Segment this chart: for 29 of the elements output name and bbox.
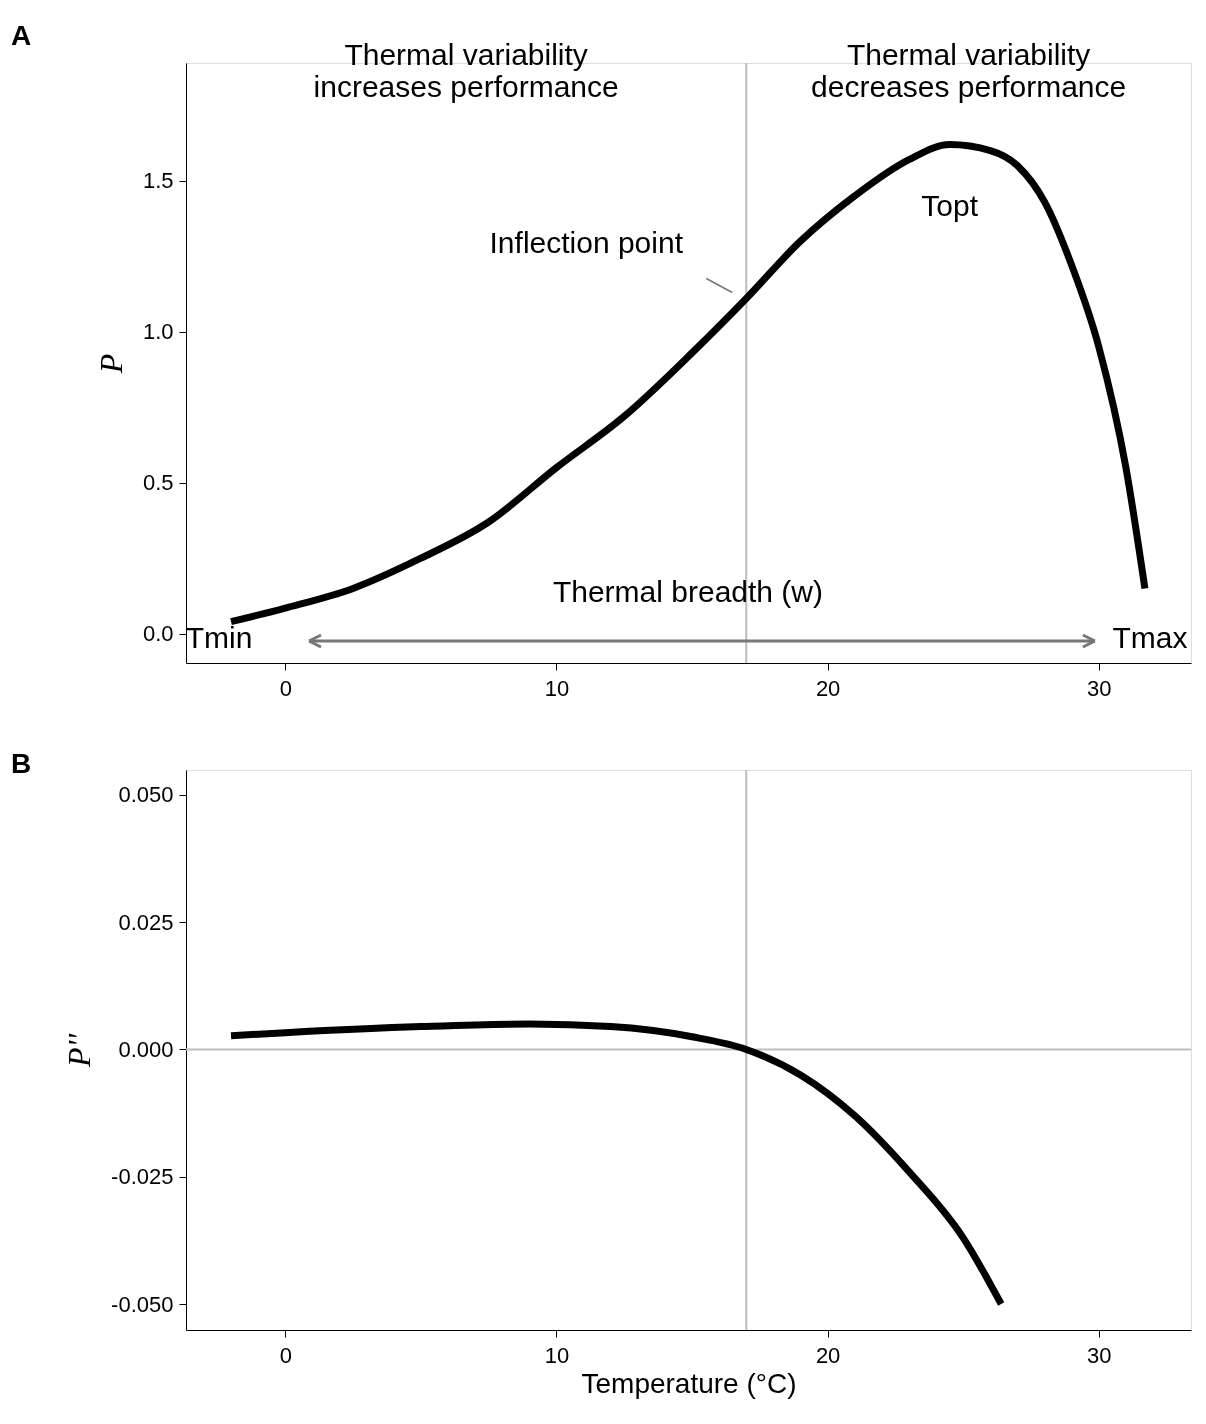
annotation: Thermal variability increases performance [313, 38, 619, 103]
x-tick-label: 30 [1087, 1342, 1112, 1368]
x-tick-label: 0 [279, 675, 292, 701]
annotation: Thermal breadth (w) [552, 575, 823, 608]
annotation: Tmin [185, 621, 253, 654]
y-tick-label: 1.0 [142, 319, 174, 345]
y-tick-label: 1.5 [142, 168, 174, 194]
annotation: Tmax [1112, 621, 1188, 654]
chart-title: A [11, 20, 32, 51]
y-tick-label: -0.025 [111, 1164, 174, 1190]
x-tick-label: 0 [279, 1342, 292, 1368]
x-axis-title: Temperature (°C) [581, 1367, 797, 1399]
chart-title: B [11, 748, 32, 779]
annotation: Topt [921, 188, 979, 222]
annotation: Thermal variability decreases performance [811, 38, 1127, 103]
y-axis-title: P [92, 353, 129, 375]
x-tick-label: 10 [544, 1342, 570, 1368]
x-tick-label: 20 [815, 675, 841, 701]
x-tick-label: 30 [1087, 675, 1112, 701]
annotation: Inflection point [489, 225, 684, 259]
y-tick-label: 0.0 [142, 621, 174, 647]
y-tick-label: 0.025 [118, 909, 174, 935]
x-tick-label: 20 [815, 1342, 841, 1368]
x-tick-label: 10 [544, 675, 570, 701]
y-axis-title: P'' [61, 1032, 98, 1069]
y-tick-label: 0.000 [118, 1036, 174, 1062]
y-tick-label: 0.050 [118, 782, 174, 808]
y-tick-label: 0.5 [142, 470, 174, 496]
y-tick-label: -0.050 [111, 1291, 174, 1317]
